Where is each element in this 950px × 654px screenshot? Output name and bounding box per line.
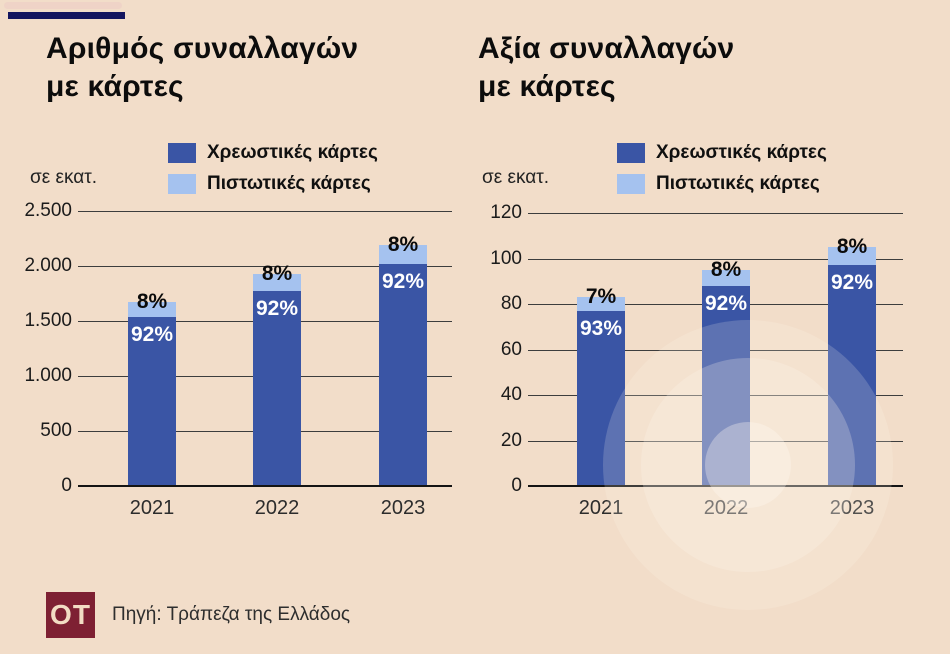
- left-chart-legend: Χρεωστικές κάρτες Πιστωτικές κάρτες: [168, 140, 378, 202]
- gridline: [78, 485, 452, 487]
- credit-percent-label: 8%: [387, 233, 419, 257]
- credit-percent-label: 8%: [261, 261, 293, 285]
- y-axis-label: 1.500: [24, 310, 72, 331]
- debit-bar-segment: [253, 290, 301, 486]
- x-axis-label: 2022: [703, 497, 749, 519]
- debit-percent-label: 93%: [579, 316, 623, 340]
- x-axis-label: 2021: [578, 497, 624, 519]
- x-axis-label: 2021: [129, 497, 175, 519]
- legend-label-credit-cards: Πιστωτικές κάρτες: [656, 173, 820, 194]
- credit-bar-segment: [577, 297, 625, 311]
- debit-percent-label: 92%: [130, 322, 174, 346]
- source-text: Πηγή: Τράπεζα της Ελλάδος: [112, 604, 351, 625]
- y-axis-label: 0: [511, 475, 522, 496]
- gridline: [78, 211, 452, 212]
- debit-percent-label: 92%: [704, 291, 748, 315]
- debit-cards-swatch-icon: [617, 143, 645, 163]
- left-unit-label: σε εκατ.: [30, 167, 97, 188]
- credit-bar-segment: [128, 302, 176, 317]
- left-chart-title: Αριθμός συναλλαγών με κάρτες: [46, 32, 359, 104]
- right-chart-title: Αξία συναλλαγών με κάρτες: [478, 32, 735, 104]
- legend-item-credit-cards: Πιστωτικές κάρτες: [617, 171, 827, 197]
- header-accent-bar: [8, 12, 125, 19]
- credit-percent-label: 7%: [585, 285, 617, 309]
- credit-percent-label: 8%: [710, 257, 742, 281]
- debit-percent-label: 92%: [381, 270, 425, 294]
- debit-bar-segment: [702, 285, 750, 486]
- credit-bar-segment: [379, 245, 427, 265]
- debit-bar-segment: [128, 316, 176, 486]
- x-axis-label: 2022: [254, 497, 300, 519]
- credit-cards-swatch-icon: [168, 174, 196, 194]
- y-axis-label: 40: [500, 384, 522, 405]
- credit-percent-label: 8%: [836, 235, 868, 259]
- gridline: [528, 213, 903, 214]
- gridline: [78, 266, 452, 267]
- right-unit-label: σε εκατ.: [482, 167, 549, 188]
- y-axis-label: 60: [500, 338, 522, 360]
- y-axis-label: 100: [490, 247, 522, 269]
- debit-cards-swatch-icon: [168, 143, 196, 163]
- credit-bar-segment: [702, 269, 750, 286]
- gridline: [528, 258, 903, 260]
- y-axis-label: 2.500: [24, 200, 72, 221]
- y-axis-label: 20: [500, 429, 522, 451]
- legend-item-credit-cards: Πιστωτικές κάρτες: [168, 171, 378, 197]
- legend-label-debit-cards: Χρεωστικές κάρτες: [207, 142, 378, 163]
- debit-bar-segment: [577, 310, 625, 486]
- header-accent-strip: [4, 2, 122, 9]
- y-axis-label: 80: [500, 293, 522, 314]
- legend-item-debit-cards: Χρεωστικές κάρτες: [168, 140, 378, 166]
- right-chart-legend: Χρεωστικές κάρτες Πιστωτικές κάρτες: [617, 140, 827, 202]
- credit-bar-segment: [253, 273, 301, 291]
- y-axis-label: 0: [61, 475, 72, 496]
- x-axis-label: 2023: [380, 497, 426, 519]
- x-axis-label: 2023: [829, 497, 875, 519]
- y-axis-label: 500: [40, 420, 72, 441]
- credit-percent-label: 8%: [136, 290, 168, 314]
- debit-bar-segment: [828, 265, 876, 486]
- y-axis-label: 2.000: [24, 255, 72, 276]
- debit-percent-label: 92%: [830, 271, 874, 295]
- legend-label-debit-cards: Χρεωστικές κάρτες: [656, 142, 827, 163]
- ot-logo: OT: [46, 592, 95, 638]
- debit-percent-label: 92%: [255, 296, 299, 320]
- y-axis-label: 1.000: [24, 365, 72, 386]
- gridline: [528, 485, 903, 487]
- debit-bar-segment: [379, 264, 427, 486]
- legend-item-debit-cards: Χρεωστικές κάρτες: [617, 140, 827, 166]
- y-axis-label: 120: [490, 202, 522, 223]
- credit-cards-swatch-icon: [617, 174, 645, 194]
- credit-bar-segment: [828, 247, 876, 266]
- legend-label-credit-cards: Πιστωτικές κάρτες: [207, 173, 371, 194]
